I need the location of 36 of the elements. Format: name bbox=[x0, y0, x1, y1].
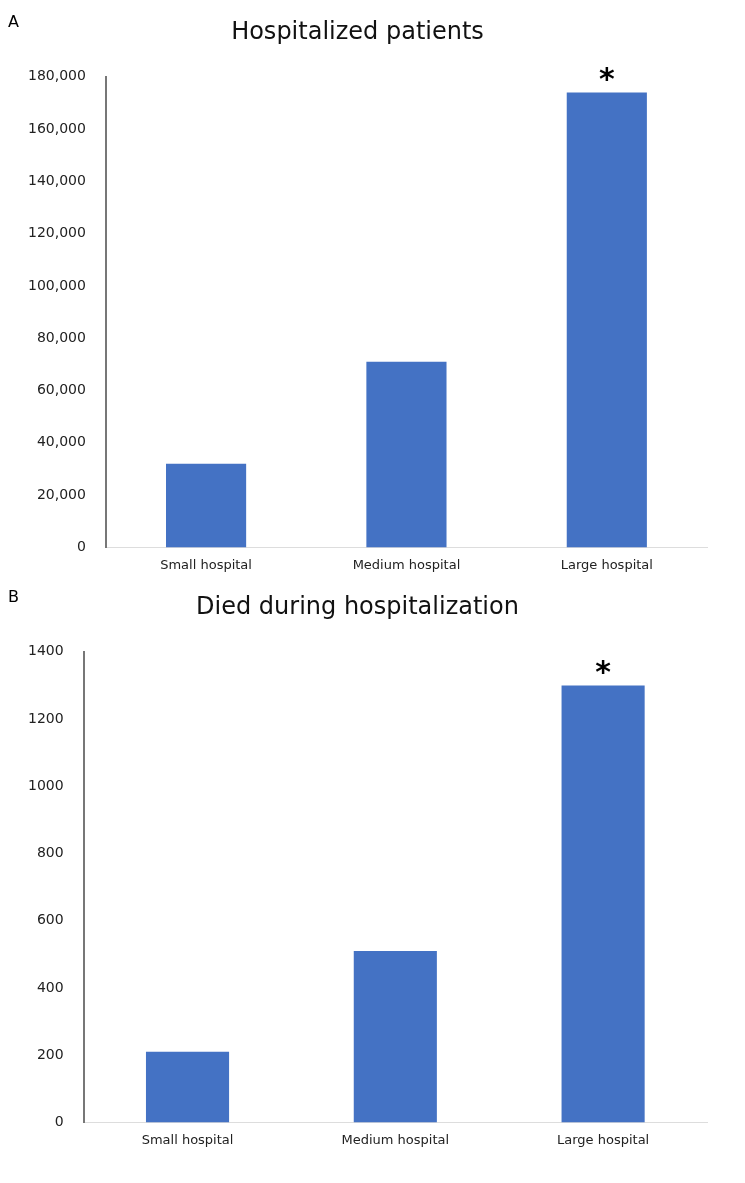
annotation: * bbox=[598, 61, 615, 97]
y-tick-label: 1200 bbox=[27, 709, 64, 726]
x-tick-label: Small hospital bbox=[141, 1131, 234, 1147]
y-tick-label: 800 bbox=[36, 844, 64, 861]
x-tick-label: Medium hospital bbox=[341, 1131, 450, 1147]
y-tick-label: 400 bbox=[36, 978, 64, 995]
y-tick-label: 120,000 bbox=[27, 224, 86, 241]
y-tick-label: 0 bbox=[54, 1113, 64, 1130]
text: B bbox=[8, 587, 19, 606]
annotation: * bbox=[595, 654, 612, 690]
y-tick-label: 0 bbox=[76, 538, 86, 555]
y-tick-label: 100,000 bbox=[27, 276, 86, 293]
y-tick-label: 80,000 bbox=[36, 328, 86, 345]
y-tick-label: 40,000 bbox=[36, 433, 86, 450]
bar bbox=[353, 950, 437, 1123]
chart-title: Died during hospitalization bbox=[196, 591, 519, 620]
bar bbox=[566, 92, 647, 548]
bar bbox=[166, 463, 247, 548]
y-tick-label: 160,000 bbox=[27, 119, 86, 136]
y-tick-label: 20,000 bbox=[36, 485, 86, 502]
y-tick-label: 200 bbox=[36, 1045, 64, 1062]
y-tick-label: 140,000 bbox=[27, 172, 86, 189]
text: A bbox=[8, 12, 19, 31]
x-tick-label: Large hospital bbox=[560, 556, 653, 572]
x-tick-label: Large hospital bbox=[557, 1131, 650, 1147]
y-tick-label: 60,000 bbox=[36, 381, 86, 398]
bar bbox=[145, 1051, 230, 1123]
x-tick-label: Medium hospital bbox=[352, 556, 461, 572]
y-tick-label: 1400 bbox=[27, 642, 64, 659]
x-tick-label: Small hospital bbox=[160, 556, 252, 572]
bar bbox=[561, 685, 645, 1123]
y-tick-label: 600 bbox=[36, 911, 64, 928]
chart-title: Hospitalized patients bbox=[231, 16, 484, 45]
bar bbox=[366, 361, 447, 548]
y-tick-label: 180,000 bbox=[27, 67, 86, 84]
y-tick-label: 1000 bbox=[27, 776, 64, 793]
